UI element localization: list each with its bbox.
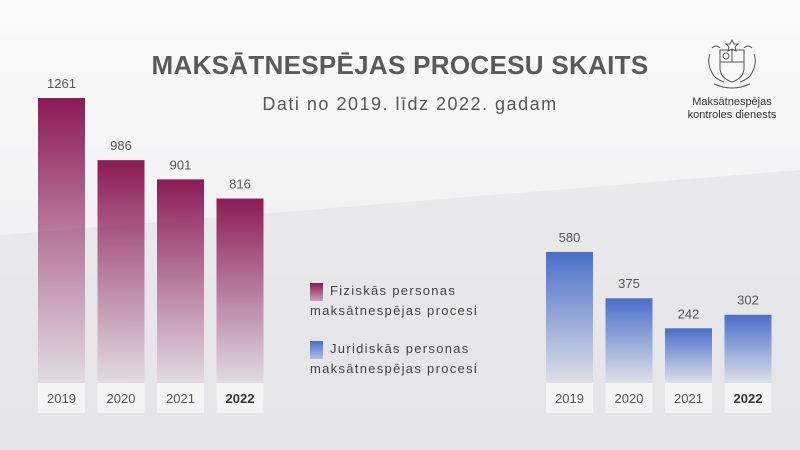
legend-label-line2: maksātnespējas procesi — [310, 361, 479, 376]
tick-cell-companies-2020 — [605, 383, 653, 413]
data-label-companies-2020: 375 — [618, 276, 640, 291]
logo: Maksātnespējas kontroles dienests — [672, 36, 792, 122]
legend-item-companies: Juridiskās personas maksātnespējas proce… — [310, 339, 530, 379]
tick-label-individuals-2022: 2022 — [226, 391, 255, 406]
tick-cell-individuals-2022 — [216, 383, 264, 413]
legend-label-line2: maksātnespējas procesi — [310, 303, 479, 318]
bar-individuals-2021 — [157, 179, 204, 383]
tick-label-companies-2022: 2022 — [734, 391, 763, 406]
bar-individuals-2019 — [38, 98, 85, 383]
bar-companies-2019 — [546, 251, 593, 383]
latvian-coat-of-arms-icon — [708, 38, 756, 89]
tick-cell-individuals-2019 — [38, 383, 85, 413]
tick-cell-individuals-2021 — [157, 383, 204, 413]
data-label-individuals-2020: 986 — [110, 138, 132, 153]
bar-individuals-2022 — [216, 198, 264, 383]
tick-label-companies-2021: 2021 — [674, 391, 703, 406]
tick-label-companies-2020: 2020 — [615, 391, 644, 406]
tick-cell-companies-2021 — [665, 383, 712, 413]
data-label-companies-2019: 580 — [559, 230, 581, 245]
tick-cell-companies-2019 — [546, 383, 593, 413]
bar-companies-2022 — [724, 314, 772, 383]
tick-cell-individuals-2020 — [97, 383, 145, 413]
data-label-companies-2021: 242 — [678, 306, 700, 321]
page-subtitle: Dati no 2019. līdz 2022. gadam — [262, 94, 558, 114]
data-label-individuals-2021: 901 — [170, 157, 192, 172]
legend-swatch-companies — [310, 341, 323, 359]
tick-label-individuals-2021: 2021 — [166, 391, 195, 406]
page-title: MAKSĀTNESPĒJAS PROCESU SKAITS — [151, 50, 649, 80]
tick-label-individuals-2019: 2019 — [47, 391, 76, 406]
legend-label-line1: Juridiskās personas — [330, 341, 470, 356]
data-label-companies-2022: 302 — [737, 293, 759, 308]
legend-label-line1: Fiziskās personas — [330, 283, 457, 298]
logo-text-line1: Maksātnespējas — [692, 96, 772, 108]
tick-cell-companies-2022 — [724, 383, 772, 413]
data-label-individuals-2019: 1261 — [47, 76, 76, 91]
bar-companies-2020 — [605, 298, 653, 383]
tick-label-companies-2019: 2019 — [555, 391, 584, 406]
legend-swatch-individuals — [310, 283, 323, 301]
bar-companies-2021 — [665, 328, 712, 383]
logo-text-line2: kontroles dienests — [687, 109, 777, 121]
data-label-individuals-2022: 816 — [229, 177, 251, 192]
tick-label-individuals-2020: 2020 — [107, 391, 136, 406]
bar-individuals-2020 — [97, 160, 145, 383]
legend-item-individuals: Fiziskās personas maksātnespējas procesi — [310, 281, 530, 321]
